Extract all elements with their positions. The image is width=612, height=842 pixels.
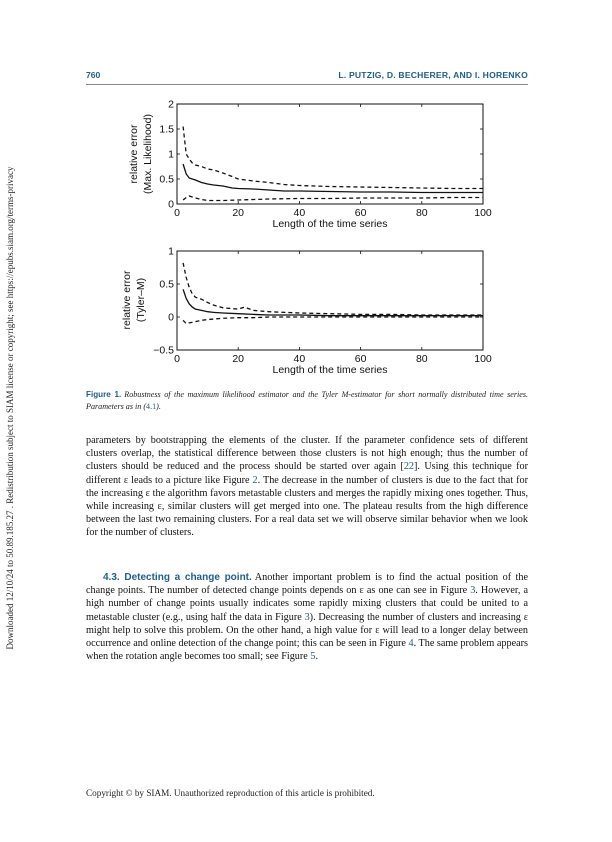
x-tick-label: 60 bbox=[355, 353, 367, 365]
plot-frame-top bbox=[176, 103, 484, 205]
plot-max-likelihood: 0 20 40 60 80 100 0 0.5 1 1.5 2 Length of the time… bbox=[128, 99, 492, 231]
caption-text-end: ). bbox=[156, 402, 161, 411]
paragraph-text: . The same problem appears when the rota… bbox=[86, 638, 528, 663]
y-tick-label: 0.5 bbox=[159, 279, 174, 291]
running-header-authors: L. PUTZIG, D. BECHERER, AND I. HORENKO bbox=[338, 70, 528, 80]
y-tick-label: 1 bbox=[168, 149, 174, 161]
plot-frame-bottom bbox=[176, 250, 484, 351]
y-axis-label-bottom-line1: relative error bbox=[121, 270, 133, 329]
paragraph-text: . However, a high number of change point… bbox=[86, 585, 528, 623]
x-axis-label-bottom: Length of the time series bbox=[273, 364, 388, 376]
figure-3-link[interactable]: 3 bbox=[470, 585, 476, 597]
header-rule bbox=[86, 84, 528, 85]
x-tick-label: 0 bbox=[174, 353, 180, 365]
y-tick-label: 0 bbox=[168, 199, 174, 211]
y-tick-label: −0.5 bbox=[153, 345, 174, 357]
x-tick-label: 80 bbox=[416, 207, 428, 219]
figure-4-link[interactable]: 4 bbox=[408, 638, 414, 650]
figure-3-link[interactable]: 3 bbox=[304, 611, 310, 623]
paragraph-text: ). Decreasing the number of clusters and… bbox=[86, 611, 528, 650]
paragraph-text: . bbox=[315, 651, 318, 663]
x-tick-label: 20 bbox=[232, 207, 244, 219]
y-tick-label: 0.5 bbox=[159, 174, 174, 186]
x-tick-label: 100 bbox=[474, 207, 492, 219]
series-mean-line bbox=[182, 163, 483, 194]
paragraph-text: parameters by bootstrapping the elements… bbox=[86, 435, 528, 473]
paragraph-text: Another important problem is to find the… bbox=[86, 572, 528, 597]
citation-22-link[interactable]: 22 bbox=[403, 461, 415, 473]
y-axis-label-top-line2: (Max. Likelihood) bbox=[142, 114, 154, 194]
series-bound-line bbox=[182, 126, 483, 190]
x-tick-label: 80 bbox=[416, 353, 428, 365]
figure-label: Figure 1. bbox=[86, 390, 122, 399]
plot-tyler-m: 0 20 40 60 80 100−0.500.51 Length of the time… bbox=[121, 246, 492, 377]
equation-ref-link[interactable]: 4.1 bbox=[146, 402, 157, 411]
caption-text: Robustness of the maximum likelihood est… bbox=[86, 390, 528, 411]
figure-caption: Figure 1. Robustness of the maximum likel… bbox=[86, 389, 528, 413]
series-bound-line bbox=[182, 195, 483, 202]
x-tick-label: 20 bbox=[232, 353, 244, 365]
y-tick-label: 0 bbox=[168, 312, 174, 324]
section-4-3: 4.3. Detecting a change point. Another im… bbox=[86, 571, 528, 663]
paragraph-text: ]. Using this technique for different ε … bbox=[86, 461, 528, 486]
x-tick-label: 100 bbox=[474, 353, 492, 365]
x-axis-label-top: Length of the time series bbox=[273, 218, 388, 230]
copyright-footer: Copyright © by SIAM. Unauthorized reprod… bbox=[86, 788, 375, 798]
page-number: 760 bbox=[86, 70, 101, 80]
y-axis-label-top-line1: relative error bbox=[128, 124, 140, 183]
paragraph-text: . The decrease in the number of clusters… bbox=[86, 474, 529, 539]
figure-2-link[interactable]: 2 bbox=[252, 474, 258, 486]
series-bound-line bbox=[182, 316, 483, 325]
paragraph-1: parameters by bootstrapping the elements… bbox=[86, 434, 528, 540]
series-bound-line bbox=[182, 262, 483, 316]
x-tick-label: 0 bbox=[174, 207, 180, 219]
y-tick-label: 1.5 bbox=[159, 124, 174, 136]
figure-5-link[interactable]: 5 bbox=[310, 651, 316, 663]
y-tick-label: 1 bbox=[168, 246, 174, 258]
section-heading: 4.3. Detecting a change point. bbox=[103, 572, 252, 583]
y-tick-label: 2 bbox=[168, 99, 174, 111]
series-mean-line bbox=[182, 289, 483, 317]
x-tick-label: 60 bbox=[355, 207, 367, 219]
x-tick-label: 40 bbox=[294, 353, 306, 365]
y-axis-label-bottom-line2: (Tyler–M) bbox=[135, 278, 147, 322]
running-header: 760 L. PUTZIG, D. BECHERER, AND I. HOREN… bbox=[86, 70, 528, 82]
x-tick-label: 40 bbox=[294, 207, 306, 219]
